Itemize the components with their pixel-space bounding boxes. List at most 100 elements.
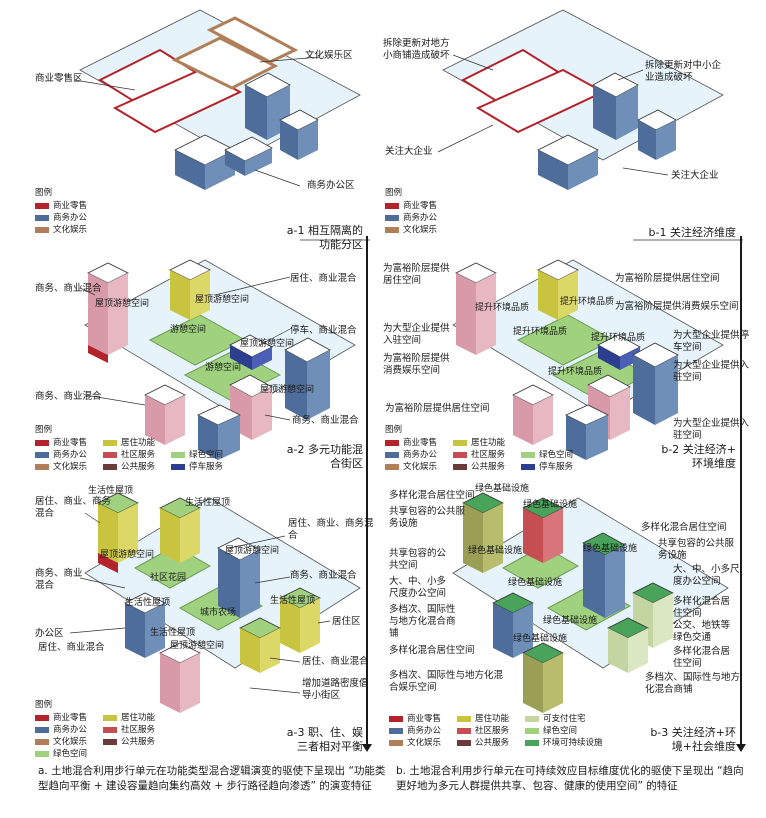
legend-label: 商业零售 bbox=[403, 438, 438, 448]
isometric-scene-a1 bbox=[74, 9, 370, 241]
inner-label: 游憩空间 bbox=[205, 363, 242, 373]
legend-title: 图例 bbox=[385, 188, 403, 198]
office-building bbox=[592, 72, 639, 140]
label-text: 拆除更新对地方小商铺造成破坏 bbox=[383, 38, 450, 61]
isometric-scene-b3 bbox=[452, 492, 729, 713]
mixed-building bbox=[239, 617, 281, 673]
green-swatch bbox=[525, 728, 539, 734]
inner-label: 绿色基础设施 bbox=[475, 484, 530, 494]
parking-swatch bbox=[171, 464, 185, 470]
mixed-building bbox=[279, 587, 321, 653]
inner-label: 生活性屋顶 bbox=[125, 598, 171, 608]
inner-label: 生活性屋顶 bbox=[270, 596, 316, 606]
panel-a1: 商业零售区 文化娱乐区 商务办公区 图例 商业零售 商务办公 文化娱乐 a-1 … bbox=[0, 0, 383, 255]
inner-label: 绿色基础设施 bbox=[543, 616, 598, 626]
inner-label: 屋顶游憩空间 bbox=[240, 339, 295, 349]
label-mix: 居住、商业混合 bbox=[302, 656, 369, 667]
label-b2: 为大型企业提供入驻空间 bbox=[673, 360, 753, 384]
label-text: 多档次、国际性与地方化混合商铺 bbox=[645, 672, 741, 695]
step-title-b2: b-2 关注经济+ 环境维度 bbox=[661, 443, 736, 471]
inner-label: 生活性屋顶 bbox=[150, 628, 196, 638]
legend-label: 绿色空间 bbox=[539, 450, 574, 460]
residential-building bbox=[159, 642, 201, 713]
legend-a1: 图例 商业零售 商务办公 文化娱乐 bbox=[35, 188, 103, 237]
panel-b3: 多样化混合居住空间 共享包容的公共服务设施 共享包容的公共空间 大、中、小多尺度… bbox=[383, 478, 766, 760]
inner-label: 城市农场 bbox=[200, 608, 237, 618]
culture-swatch bbox=[389, 740, 403, 746]
inner-label: 生活性屋顶 bbox=[88, 486, 134, 496]
mixed-building bbox=[522, 497, 564, 563]
label-b3: 多样化混合居住空间 bbox=[673, 646, 733, 670]
mixed-building bbox=[492, 592, 534, 658]
office-building bbox=[565, 404, 609, 460]
panel-a3: 居住、商业、商务混合 商务、商业混合 办公区 居住、商业、商务混合 商务、商业混… bbox=[0, 478, 383, 760]
flow-arrow-line bbox=[366, 236, 368, 746]
culture-swatch bbox=[35, 739, 49, 745]
legend-label: 商业零售 bbox=[53, 201, 88, 211]
office-building bbox=[632, 342, 679, 425]
legend-b2: 图例 商业零售 居住功能 商务办公 社区服务 绿色空间 文化娱乐 公共服务 停车… bbox=[385, 425, 589, 474]
public-swatch bbox=[457, 740, 471, 746]
inner-label: 屋顶游憩空间 bbox=[195, 295, 250, 305]
mobility-swatch bbox=[525, 716, 539, 722]
legend-label: 居住功能 bbox=[121, 713, 156, 723]
legend-label: 社区服务 bbox=[121, 725, 156, 735]
step-title-a1: a-1 相互隔离的 功能分区 bbox=[287, 224, 363, 252]
label-text: 多样化混合居住空间 bbox=[673, 646, 731, 669]
parking-building bbox=[597, 334, 641, 370]
inner-label: 绿色基础设施 bbox=[583, 544, 638, 554]
residential-building bbox=[169, 259, 211, 320]
community-swatch bbox=[453, 452, 467, 458]
caption-a: a. 土地混合利用步行单元在功能类型混合逻辑演变的驱使下呈现出 “功能类型趋向平… bbox=[38, 765, 386, 792]
legend-title: 图例 bbox=[385, 425, 403, 435]
step-title-b3: b-3 关注经济+环 境+社会维度 bbox=[650, 726, 736, 754]
legend-label: 绿色空间 bbox=[53, 749, 88, 759]
inner-label: 提升环境品质 bbox=[513, 327, 568, 337]
flow-arrow-head bbox=[362, 744, 372, 752]
label-b2: 为富裕阶层提供消费娱乐空间 bbox=[615, 301, 739, 312]
legend-label: 居住功能 bbox=[471, 438, 506, 448]
label-b3: 多档次、国际性与地方化混合商铺 bbox=[389, 604, 461, 640]
label-b2: 为富裕阶层提供居住空间 bbox=[383, 263, 455, 287]
parking-building bbox=[229, 334, 273, 370]
label-b1: 关注大企业 bbox=[385, 146, 433, 157]
label-mix: 商务、商业混合 bbox=[292, 415, 359, 426]
label-b1: 关注大企业 bbox=[671, 170, 719, 181]
legend-label: 社区服务 bbox=[471, 450, 506, 460]
step-line: a-3 职、住、娱 bbox=[286, 726, 363, 739]
culture-swatch bbox=[35, 227, 49, 233]
label-culture-zone: 文化娱乐区 bbox=[305, 50, 353, 61]
legend-label: 文化娱乐 bbox=[403, 462, 438, 472]
legend-label: 文化娱乐 bbox=[403, 225, 438, 235]
parking-swatch bbox=[521, 464, 535, 470]
label-street: 增加道路密度倡导小街区 bbox=[302, 678, 369, 701]
transport-swatch bbox=[525, 740, 539, 746]
legend-label: 商业零售 bbox=[53, 713, 88, 723]
community-swatch bbox=[103, 452, 117, 458]
office-building bbox=[197, 404, 241, 460]
label-b3: 多样化混合居住空间 bbox=[641, 522, 727, 533]
label-text: 公交、地铁等绿色交通 bbox=[673, 620, 731, 643]
legend-label: 绿色空间 bbox=[189, 450, 224, 460]
inner-label: 屋顶游憩空间 bbox=[100, 550, 155, 560]
label-b3: 共享包容的公共空间 bbox=[389, 548, 449, 572]
legend-label: 商务办公 bbox=[403, 213, 438, 223]
office-building bbox=[244, 72, 291, 140]
mixed-building bbox=[462, 492, 504, 573]
step-line: b-1 关注经济维度 bbox=[648, 226, 736, 239]
legend-label: 停车服务 bbox=[189, 462, 224, 472]
commercial-swatch bbox=[35, 440, 49, 446]
inner-label: 生活性屋顶 bbox=[185, 498, 231, 508]
residential-building bbox=[87, 262, 129, 363]
residential-building bbox=[229, 374, 273, 440]
label-b3: 多样化混合居住空间 bbox=[389, 490, 475, 501]
office-swatch bbox=[385, 215, 399, 221]
label-text: 共享包容的公共服务设施 bbox=[658, 538, 735, 561]
inner-label: 屋顶游憩空间 bbox=[170, 641, 225, 651]
legend-label: 商务办公 bbox=[53, 450, 88, 460]
label-office-zone: 商务办公区 bbox=[307, 180, 355, 191]
office-building bbox=[124, 592, 166, 658]
legend-b3: 商业零售 居住功能 可支付住宅 商务办公 社区服务 绿色空间 文化娱乐 公共服务… bbox=[389, 714, 615, 750]
label-mix: 商务、商业混合 bbox=[35, 283, 102, 294]
office-swatch bbox=[35, 452, 49, 458]
